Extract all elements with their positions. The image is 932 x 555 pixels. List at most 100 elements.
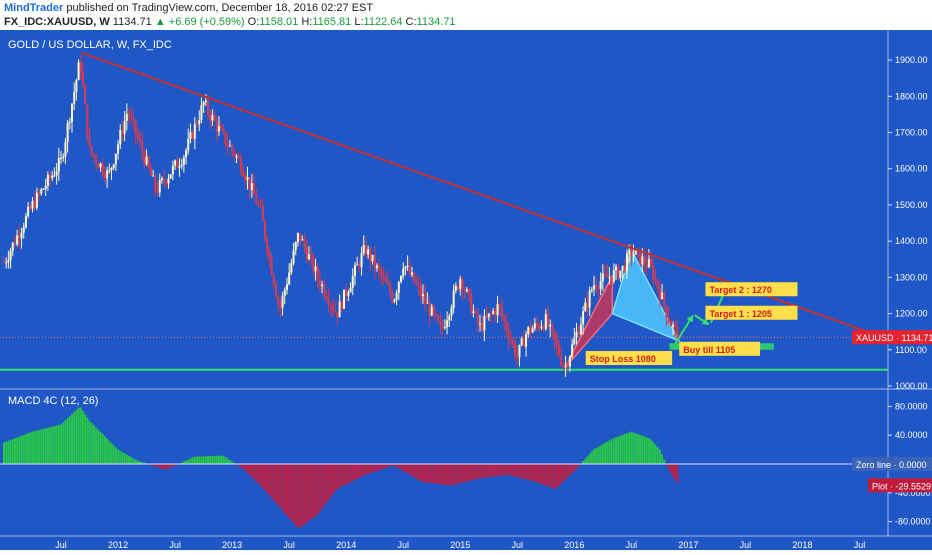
macd-bar	[222, 455, 225, 464]
price-candle	[536, 323, 539, 326]
macd-bar	[674, 464, 677, 480]
price-candle	[674, 324, 677, 327]
price-candle	[88, 135, 91, 146]
macd-bar	[292, 464, 295, 523]
price-candle	[114, 153, 117, 165]
macd-bar	[463, 464, 466, 483]
macd-bar	[174, 464, 177, 466]
price-candle	[661, 292, 664, 299]
macd-bar	[489, 464, 492, 477]
target-1-label-box	[705, 305, 798, 320]
price-candle	[386, 282, 389, 285]
macd-bar	[277, 464, 280, 506]
macd-bar	[520, 464, 523, 479]
macd-bar	[136, 460, 139, 464]
macd-bar	[167, 464, 170, 469]
ohlc-line: FX_IDC:XAUUSD, W 1134.71 ▲ +6.69 (+0.59%…	[4, 16, 455, 28]
price-candle	[176, 160, 179, 168]
price-candle	[343, 289, 345, 309]
buy-zone-label: Buy till 1105	[683, 345, 735, 355]
macd-bar	[275, 464, 277, 504]
macd-bar	[608, 440, 611, 464]
macd-bar	[402, 464, 405, 471]
price-candle	[108, 170, 111, 172]
price-candle	[167, 178, 170, 184]
macd-bar	[496, 464, 499, 477]
price-candle	[266, 238, 269, 253]
macd-bar	[564, 464, 567, 480]
price-candle	[68, 121, 71, 123]
price-candle	[101, 163, 104, 174]
macd-bar	[549, 464, 552, 488]
macd-bar	[485, 464, 488, 478]
projection-arrow-up-1-head	[686, 315, 693, 323]
price-candle	[634, 250, 637, 255]
chart-area[interactable]: Target 2 : 1270 Target 1 : 1205 Buy till 1…	[0, 30, 932, 550]
macd-bar	[652, 442, 655, 464]
macd-bar	[404, 464, 407, 473]
price-candle	[248, 177, 251, 190]
macd-bar	[428, 464, 431, 483]
time-tick-label: 2015	[450, 540, 470, 550]
macd-bar	[531, 464, 534, 482]
macd-bar	[452, 464, 455, 485]
macd-bar	[44, 428, 47, 464]
price-candle	[408, 265, 411, 275]
price-candle	[174, 160, 177, 166]
price-candle	[16, 235, 19, 245]
author-link[interactable]: MindTrader	[4, 2, 64, 14]
price-candle	[411, 272, 413, 275]
macd-bar	[160, 464, 163, 469]
price-candle	[312, 255, 315, 272]
price-candle	[426, 302, 429, 304]
price-candle	[560, 355, 563, 365]
macd-bar	[226, 458, 229, 464]
macd-bar	[189, 458, 192, 464]
macd-bar	[454, 464, 457, 485]
price-candle	[446, 320, 449, 328]
macd-bar	[360, 464, 363, 477]
price-candle	[250, 183, 253, 190]
macd-bar	[121, 452, 124, 464]
macd-bar	[397, 464, 400, 469]
price-candle	[228, 145, 231, 147]
macd-bar	[156, 464, 159, 468]
macd-bar	[171, 464, 174, 467]
price-candle	[641, 256, 644, 265]
price-candle	[654, 279, 657, 281]
price-candle	[110, 167, 113, 171]
macd-bar	[468, 464, 471, 481]
price-tick-label: 1600.00	[895, 164, 928, 174]
price-candle	[233, 151, 236, 157]
macd-bar	[597, 446, 600, 464]
macd-bar	[285, 464, 288, 516]
price-candle	[156, 190, 159, 193]
macd-bar	[481, 464, 484, 479]
macd-bar	[60, 424, 63, 464]
time-tick-label: Jul	[854, 540, 866, 550]
macd-bar	[343, 464, 345, 486]
macd-bar	[507, 464, 510, 475]
price-candle	[375, 265, 378, 268]
macd-bar	[272, 464, 275, 501]
price-candle	[364, 244, 367, 255]
chart-svg[interactable]: Target 2 : 1270 Target 1 : 1205 Buy till 1…	[0, 30, 932, 550]
macd-bar	[384, 464, 387, 469]
macd-bar	[544, 464, 547, 486]
price-candle	[143, 152, 146, 165]
price-candle	[49, 174, 52, 179]
macd-bar	[325, 464, 328, 503]
price-candle	[191, 132, 194, 139]
macd-bar	[450, 464, 453, 486]
pattern-right-triangle	[611, 248, 681, 343]
stop-loss-label-box	[585, 351, 673, 366]
price-candle	[222, 128, 225, 132]
time-tick-label: 2012	[108, 540, 128, 550]
price-candle	[503, 316, 506, 321]
macd-bar	[636, 434, 639, 464]
macd-bar	[110, 442, 113, 464]
price-candle	[185, 150, 188, 158]
macd-bar	[553, 464, 556, 489]
price-candle	[163, 178, 166, 182]
price-candle	[656, 279, 659, 288]
